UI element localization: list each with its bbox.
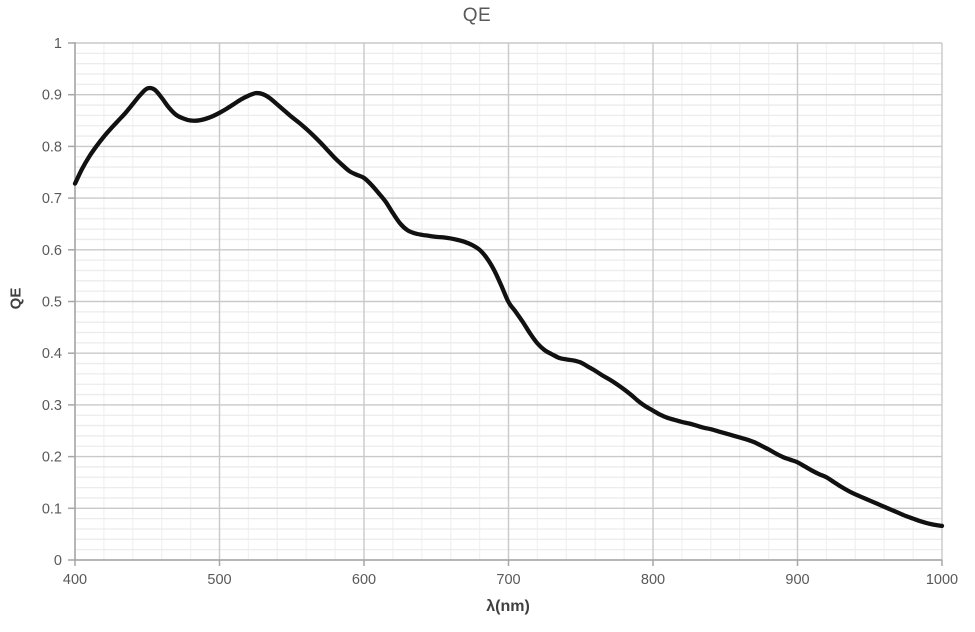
y-tick-label: 0.7 bbox=[42, 191, 62, 207]
x-tick-label: 1000 bbox=[926, 572, 958, 588]
y-axis-title: QE bbox=[7, 287, 25, 310]
x-tick-label: 800 bbox=[641, 572, 665, 588]
y-tick-label: 0.4 bbox=[42, 346, 62, 362]
y-tick-label: 0.5 bbox=[42, 295, 62, 311]
x-tick-label: 900 bbox=[785, 572, 809, 588]
y-tick-label: 0.2 bbox=[42, 450, 62, 466]
y-tick-label: 0 bbox=[54, 553, 62, 569]
x-tick-label: 700 bbox=[496, 572, 520, 588]
x-tick-label: 600 bbox=[352, 572, 376, 588]
y-tick-label: 0.9 bbox=[42, 88, 62, 104]
y-tick-label: 0.1 bbox=[42, 501, 62, 517]
chart-title: QE bbox=[462, 5, 492, 26]
y-tick-label: 1 bbox=[54, 36, 62, 52]
y-tick-label: 0.3 bbox=[42, 398, 62, 414]
x-tick-label: 500 bbox=[207, 572, 231, 588]
y-tick-label: 0.6 bbox=[42, 243, 62, 259]
y-tick-label: 0.8 bbox=[42, 139, 62, 155]
qe-curve bbox=[72, 85, 945, 529]
x-tick-label: 400 bbox=[63, 572, 87, 588]
x-axis-title: λ(nm) bbox=[486, 598, 530, 615]
